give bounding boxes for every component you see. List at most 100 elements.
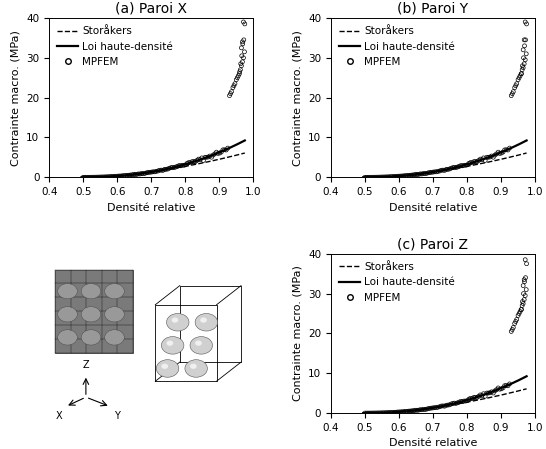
Circle shape: [195, 340, 202, 346]
Point: [239, 54, 248, 62]
Point: [414, 406, 423, 414]
Point: [410, 407, 418, 414]
Point: [237, 44, 246, 52]
Point: [522, 20, 531, 27]
Point: [509, 88, 518, 95]
Point: [442, 166, 450, 173]
X-axis label: Densité relative: Densité relative: [107, 202, 195, 212]
Point: [383, 173, 392, 180]
Point: [488, 388, 496, 396]
Point: [121, 172, 130, 179]
Point: [486, 154, 495, 161]
Point: [401, 172, 410, 179]
Point: [518, 66, 526, 73]
Point: [396, 408, 405, 415]
Point: [88, 174, 97, 181]
Point: [220, 146, 229, 154]
Point: [390, 173, 399, 180]
Point: [429, 168, 437, 176]
Point: [470, 394, 478, 401]
Point: [466, 159, 475, 166]
Point: [165, 165, 174, 172]
Point: [116, 172, 125, 180]
Point: [103, 173, 112, 180]
Point: [152, 168, 161, 175]
Point: [238, 38, 247, 45]
Point: [461, 397, 470, 405]
Point: [142, 169, 151, 176]
Circle shape: [195, 313, 218, 331]
Point: [481, 157, 490, 164]
Point: [372, 174, 381, 181]
Point: [395, 409, 403, 416]
Point: [520, 42, 529, 49]
Point: [518, 298, 527, 305]
Point: [134, 170, 143, 177]
Point: [473, 158, 482, 165]
Point: [199, 157, 208, 164]
Circle shape: [185, 360, 207, 377]
Point: [113, 172, 122, 180]
Point: [153, 167, 162, 175]
Point: [168, 164, 177, 171]
Point: [474, 157, 483, 164]
Point: [453, 163, 462, 171]
Point: [364, 409, 372, 417]
Point: [508, 326, 517, 333]
Point: [100, 173, 109, 180]
Point: [511, 84, 519, 91]
Point: [390, 409, 399, 416]
Point: [470, 158, 478, 165]
Point: [218, 146, 227, 154]
Circle shape: [167, 340, 173, 346]
Point: [393, 409, 402, 416]
Point: [131, 171, 140, 178]
Point: [240, 20, 249, 27]
Point: [517, 306, 525, 313]
Point: [518, 62, 527, 69]
Point: [478, 392, 486, 399]
Point: [235, 68, 244, 75]
Point: [490, 387, 499, 394]
Circle shape: [190, 337, 212, 354]
Point: [95, 173, 104, 180]
Point: [173, 163, 182, 170]
Point: [209, 151, 217, 158]
Point: [515, 74, 524, 81]
Point: [93, 173, 102, 180]
Point: [403, 172, 412, 179]
Point: [479, 390, 488, 397]
Point: [145, 169, 154, 176]
Point: [223, 145, 232, 152]
Circle shape: [162, 364, 168, 369]
Point: [500, 382, 509, 389]
Point: [183, 160, 192, 167]
Point: [435, 403, 444, 410]
Point: [484, 389, 493, 396]
Point: [238, 58, 247, 66]
Point: [382, 173, 390, 180]
Point: [442, 402, 450, 409]
Point: [188, 158, 197, 165]
Point: [453, 399, 462, 406]
Point: [387, 409, 395, 416]
Point: [90, 174, 99, 181]
Point: [422, 170, 431, 177]
Point: [239, 36, 248, 44]
Point: [367, 174, 376, 181]
Point: [203, 154, 211, 161]
Point: [370, 409, 379, 417]
Point: [411, 171, 420, 178]
Legend: Storåkers, Loi haute-densité, MPFEM: Storåkers, Loi haute-densité, MPFEM: [55, 23, 176, 70]
Point: [369, 174, 377, 181]
Point: [479, 154, 488, 162]
Point: [521, 292, 530, 299]
Point: [400, 408, 408, 415]
Point: [519, 290, 528, 297]
Point: [406, 407, 415, 414]
Point: [212, 149, 221, 156]
Point: [435, 167, 444, 175]
Point: [369, 409, 377, 417]
Point: [515, 310, 524, 317]
Point: [106, 173, 115, 180]
